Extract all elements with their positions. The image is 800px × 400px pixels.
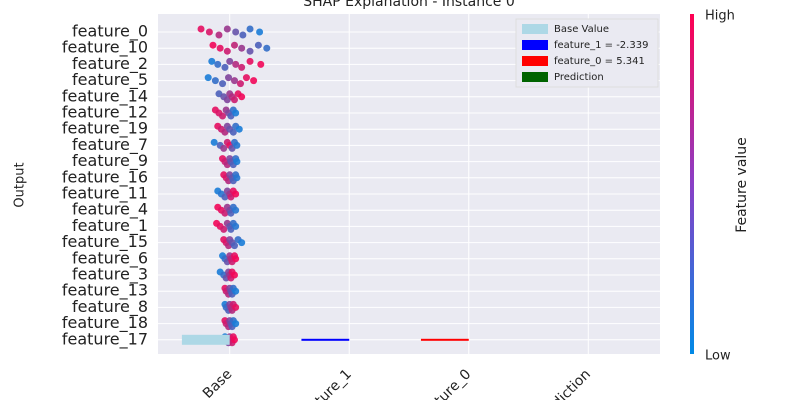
shap-dot [232, 287, 240, 295]
shap-dot [242, 74, 250, 82]
shap-dot [256, 28, 264, 36]
shap-dot [232, 255, 240, 263]
x-tick-label: feature_1 [297, 366, 355, 400]
feature-label: feature_7 [72, 135, 148, 155]
shap-dot [219, 112, 227, 120]
shap-dot [229, 128, 237, 136]
shap-dot [208, 57, 216, 65]
shap-dot [257, 60, 265, 68]
x-tick-label: feature_0 [416, 366, 474, 400]
feature-label: feature_17 [62, 329, 148, 349]
shap-dot [232, 60, 240, 68]
feature-label: feature_11 [62, 184, 148, 204]
legend-swatch [522, 40, 548, 50]
shap-dot [214, 60, 222, 68]
shap-dot [230, 96, 238, 104]
chart-title: SHAP Explanation - Instance 0 [303, 0, 515, 10]
colorbar [690, 14, 694, 354]
feature-label: feature_4 [72, 200, 148, 220]
shap-dot [223, 25, 231, 33]
shap-dot [232, 206, 240, 214]
shap-dot [204, 74, 212, 82]
shap-dot [232, 28, 240, 36]
shap-dot [246, 57, 254, 65]
legend-label: Base Value [554, 24, 609, 35]
feature-label: feature_8 [72, 297, 148, 317]
feature-label: feature_0 [72, 22, 148, 42]
shap-dot [235, 125, 243, 133]
shap-dot [263, 44, 271, 52]
shap-dot [254, 41, 262, 49]
shap-dot [233, 158, 241, 166]
shap-dot [232, 109, 240, 117]
shap-dot [223, 47, 231, 55]
shap-dot [230, 77, 238, 85]
feature-label: feature_16 [62, 167, 148, 187]
shap-dot [238, 44, 246, 52]
shap-dot [236, 80, 244, 88]
shap-dot [230, 242, 238, 250]
shap-dot [232, 320, 240, 328]
colorbar-low: Low [705, 349, 731, 364]
feature-label: feature_5 [72, 70, 148, 90]
shap-dot [220, 225, 228, 233]
shap-dot [230, 41, 238, 49]
shap-dot [216, 44, 224, 52]
waterfall-bar [181, 334, 230, 345]
shap-dot [211, 77, 219, 85]
shap-dot [238, 63, 246, 71]
colorbar-high: High [705, 9, 735, 24]
feature-label: feature_2 [72, 54, 148, 74]
waterfall-bar [301, 338, 350, 341]
legend-swatch [522, 24, 548, 34]
waterfall-bar [420, 338, 469, 341]
colorbar-label: Feature value [734, 137, 750, 233]
x-tick-label: Base [200, 366, 235, 400]
feature-label: feature_9 [72, 151, 148, 171]
shap-dot [219, 80, 227, 88]
shap-dot [230, 336, 238, 344]
shap-dot [230, 271, 238, 279]
shap-dot [238, 239, 246, 247]
legend-label: feature_0 = 5.341 [554, 56, 645, 67]
shap-dot [232, 222, 240, 230]
legend-swatch [522, 72, 548, 82]
shap-dot [250, 77, 258, 85]
feature-label: feature_3 [72, 265, 148, 285]
feature-label: feature_13 [62, 281, 148, 301]
shap-dot [220, 144, 228, 152]
shap-dot [209, 41, 217, 49]
shap-dot [232, 303, 240, 311]
shap-dot [239, 31, 247, 39]
legend-label: feature_1 = -2.339 [554, 40, 648, 51]
x-tick-label: Prediction [533, 366, 594, 400]
feature-label: feature_18 [62, 313, 148, 333]
shap-dot [233, 174, 241, 182]
legend-swatch [522, 56, 548, 66]
shap-dot [246, 47, 254, 55]
shap-dot [205, 28, 213, 36]
y-axis-label: Output [13, 162, 28, 207]
feature-label: feature_10 [62, 38, 148, 58]
feature-label: feature_1 [72, 216, 148, 236]
shap-dot [221, 63, 229, 71]
shap-dot [210, 138, 218, 146]
shap-dot [233, 141, 241, 149]
shap-dot [197, 25, 205, 33]
shap-dot [225, 74, 233, 82]
shap-dot [246, 25, 254, 33]
feature-label: feature_15 [62, 232, 148, 252]
legend-label: Prediction [554, 72, 604, 83]
shap-dot [215, 31, 223, 39]
shap-dot [232, 190, 240, 198]
shap-dot [238, 93, 246, 101]
feature-label: feature_19 [62, 119, 148, 139]
feature-label: feature_14 [62, 86, 148, 106]
feature-label: feature_12 [62, 103, 148, 123]
shap-dot [226, 57, 234, 65]
feature-label: feature_6 [72, 248, 148, 268]
